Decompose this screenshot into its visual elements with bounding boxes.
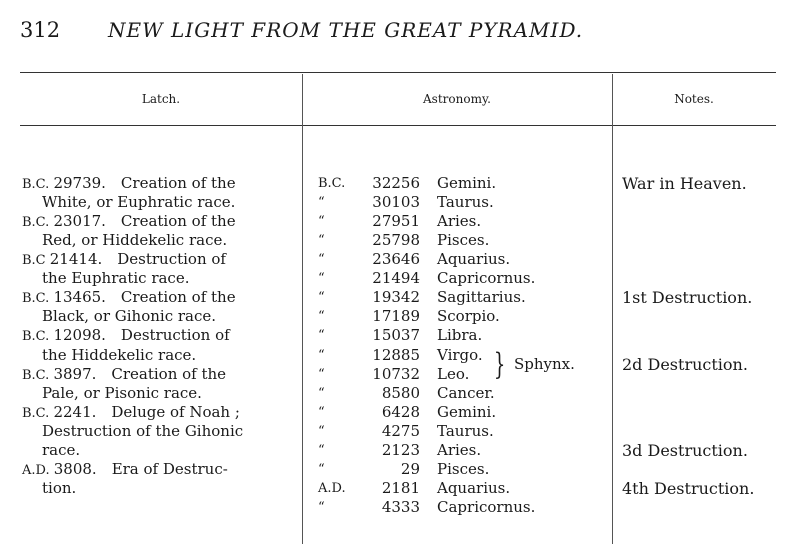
brace-icon: } bbox=[493, 346, 506, 382]
astronomy-sign: Aquarius. bbox=[437, 250, 511, 269]
astronomy-era: “ bbox=[318, 385, 325, 401]
note: 4th Destruction. bbox=[622, 478, 755, 498]
astronomy-era: “ bbox=[318, 309, 325, 325]
astronomy-year: 17189 bbox=[372, 307, 420, 326]
astronomy-sign: Gemini. bbox=[437, 402, 497, 421]
astronomy-era: “ bbox=[318, 347, 325, 363]
latch-line: B.C. 3897. Creation of the bbox=[22, 364, 227, 383]
era-label: A.D. bbox=[22, 462, 54, 478]
note: 2d Destruction. bbox=[622, 355, 748, 375]
astronomy-sign: Taurus. bbox=[437, 193, 494, 212]
latch-line: B.C. 23017. Creation of the bbox=[22, 212, 236, 231]
astronomy-year: 25798 bbox=[372, 231, 420, 250]
astronomy-era: “ bbox=[318, 500, 325, 516]
latch-line: Red, or Hiddekelic race. bbox=[42, 231, 228, 250]
astronomy-era: A.D. bbox=[318, 480, 346, 496]
astronomy-era: “ bbox=[318, 252, 325, 268]
astronomy-era: “ bbox=[318, 214, 325, 230]
era-label: B.C bbox=[22, 253, 50, 269]
astronomy-year: 10732 bbox=[372, 364, 420, 383]
astronomy-era: “ bbox=[318, 366, 325, 382]
latch-line: tion. bbox=[42, 478, 77, 497]
header-latch: Latch. bbox=[141, 92, 181, 106]
astronomy-sign: Cancer. bbox=[437, 383, 495, 402]
astronomy-era: “ bbox=[318, 328, 325, 344]
astronomy-sign: Taurus. bbox=[437, 421, 494, 440]
latch-line: B.C. 2241. Deluge of Noah ; bbox=[22, 402, 240, 421]
astronomy-year: 4333 bbox=[381, 498, 420, 517]
astronomy-sign: Scorpio. bbox=[437, 307, 500, 326]
astronomy-year: 27951 bbox=[372, 212, 420, 231]
astronomy-year: 2181 bbox=[381, 478, 420, 497]
latch-line: B.C 21414. Destruction of bbox=[22, 250, 226, 269]
astronomy-sign: Leo. bbox=[437, 364, 470, 383]
astronomy-year: 15037 bbox=[372, 326, 420, 345]
header-astronomy: Astronomy. bbox=[423, 92, 491, 106]
astronomy-year: 30103 bbox=[372, 193, 420, 212]
latch-line: B.C. 29739. Creation of the bbox=[22, 174, 236, 192]
latch-line: B.C. 12098. Destruction of bbox=[22, 326, 230, 345]
astronomy-sign: Capricornus. bbox=[437, 269, 536, 288]
note: 3d Destruction. bbox=[622, 440, 748, 460]
astronomy-year: 23646 bbox=[372, 250, 420, 269]
astronomy-era: “ bbox=[318, 404, 325, 420]
astronomy-sign: Aries. bbox=[437, 212, 482, 231]
era-label: B.C. bbox=[22, 405, 54, 421]
astronomy-sign: Gemini. bbox=[437, 174, 497, 192]
latch-line: B.C. 13465. Creation of the bbox=[22, 288, 236, 307]
column-divider bbox=[302, 74, 303, 544]
astronomy-year: 32256 bbox=[372, 174, 420, 192]
era-label: B.C. bbox=[22, 291, 54, 307]
astronomy-era: “ bbox=[318, 461, 325, 477]
era-label: B.C. bbox=[22, 329, 54, 345]
latch-line: the Hiddekelic race. bbox=[42, 345, 197, 364]
latch-line: Black, or Gihonic race. bbox=[42, 307, 217, 326]
astronomy-year: 2123 bbox=[381, 440, 420, 459]
astronomy-era: “ bbox=[318, 195, 325, 211]
astronomy-year: 21494 bbox=[372, 269, 420, 288]
astronomy-year: 4275 bbox=[381, 421, 420, 440]
note: War in Heaven. bbox=[622, 174, 747, 193]
astronomy-year: 12885 bbox=[372, 345, 420, 364]
latch-line: White, or Euphratic race. bbox=[42, 193, 236, 212]
column-divider bbox=[612, 74, 613, 544]
note: 1st Destruction. bbox=[622, 288, 753, 308]
astronomy-year: 8580 bbox=[381, 383, 420, 402]
latch-line: Destruction of the Gihonic bbox=[42, 421, 244, 440]
astronomy-sign: Pisces. bbox=[437, 231, 490, 250]
header-notes: Notes. bbox=[674, 92, 714, 106]
astronomy-era: “ bbox=[318, 233, 325, 249]
astronomy-year: 19342 bbox=[372, 288, 420, 307]
astronomy-sign: Virgo. bbox=[437, 345, 483, 364]
latch-line: race. bbox=[42, 440, 81, 459]
astronomy-sign: Pisces. bbox=[437, 459, 490, 478]
astronomy-year: 6428 bbox=[381, 402, 420, 421]
running-title: NEW LIGHT FROM THE GREAT PYRAMID. bbox=[108, 18, 584, 42]
astronomy-sign: Aquarius. bbox=[437, 478, 511, 497]
astronomy-era: B.C. bbox=[318, 176, 346, 191]
astronomy-era: “ bbox=[318, 271, 325, 287]
latch-line: A.D. 3808. Era of Destruc- bbox=[22, 459, 228, 478]
table-top-rule bbox=[20, 72, 776, 73]
astronomy-sign: Capricornus. bbox=[437, 498, 536, 517]
era-label: B.C. bbox=[22, 215, 54, 231]
latch-line: the Euphratic race. bbox=[42, 269, 190, 288]
astronomy-era: “ bbox=[318, 290, 325, 306]
era-label: B.C. bbox=[22, 177, 54, 192]
astronomy-era: “ bbox=[318, 442, 325, 458]
sphynx-label: Sphynx. bbox=[514, 355, 575, 374]
era-label: B.C. bbox=[22, 367, 54, 383]
latch-line: Pale, or Pisonic race. bbox=[42, 383, 202, 402]
astronomy-sign: Aries. bbox=[437, 440, 482, 459]
astronomy-sign: Libra. bbox=[437, 326, 483, 345]
astronomy-era: “ bbox=[318, 423, 325, 439]
page-number: 312 bbox=[20, 18, 61, 42]
header-rule bbox=[20, 125, 776, 126]
astronomy-year: 29 bbox=[400, 459, 420, 478]
astronomy-sign: Sagittarius. bbox=[437, 288, 526, 307]
